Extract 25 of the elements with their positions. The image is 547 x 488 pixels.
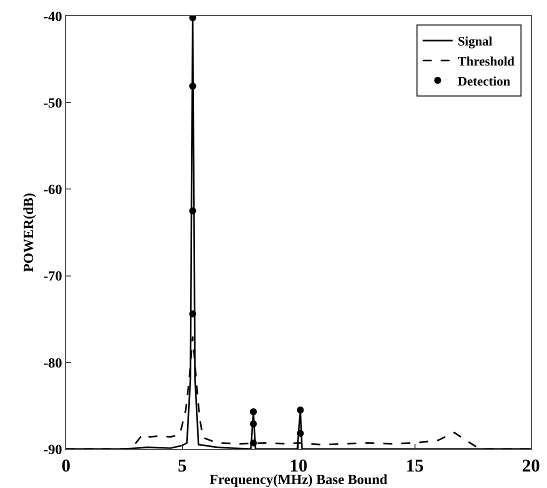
legend-label: Detection — [458, 73, 512, 88]
x-tick-label: 10 — [290, 456, 308, 476]
point — [189, 207, 196, 214]
y-tick-label: -60 — [44, 183, 62, 198]
point — [189, 82, 196, 90]
legend-label: Signal — [458, 34, 493, 49]
x-tick-label: 15 — [406, 456, 424, 476]
point — [250, 439, 257, 446]
y-tick-label: -40 — [44, 10, 62, 25]
x-tick-label: 5 — [178, 456, 187, 476]
point — [250, 408, 257, 416]
point — [296, 406, 304, 414]
y-tick-label: -50 — [44, 96, 62, 112]
point — [189, 16, 196, 22]
legend-label: Threshold — [458, 54, 516, 69]
point — [189, 310, 196, 318]
point — [296, 430, 304, 437]
y-tick-label: -70 — [44, 270, 62, 285]
y-axis-title: POWER(dB) — [22, 192, 38, 272]
y-tick-label: -90 — [44, 442, 62, 458]
x-tick-label: 20 — [522, 456, 540, 476]
point — [250, 420, 257, 428]
x-axis-title: Frequency(MHz) Base Bound — [210, 473, 388, 488]
x-tick-label: 0 — [62, 456, 70, 476]
y-tick-label: -80 — [44, 356, 62, 372]
